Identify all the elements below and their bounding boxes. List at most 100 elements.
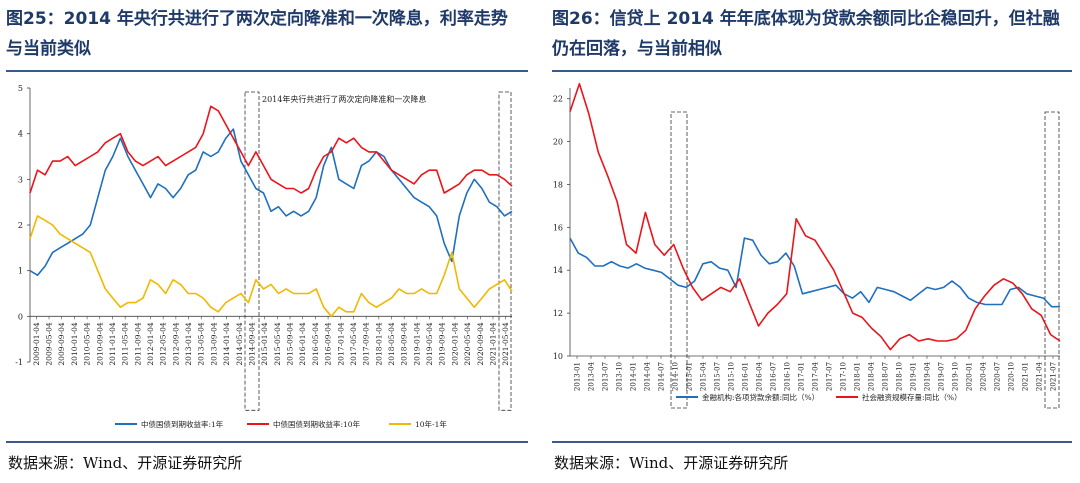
x-tick-label: 2016-10 bbox=[784, 362, 792, 391]
x-tick-label: 2021-05-04 bbox=[501, 322, 510, 365]
x-tick-label: 2010-09-04 bbox=[95, 322, 104, 365]
title-rule bbox=[6, 70, 528, 72]
x-tick-label: 2017-05-04 bbox=[349, 322, 358, 365]
x-tick-label: 2009-09-04 bbox=[57, 322, 66, 365]
highlight-box bbox=[498, 91, 512, 411]
x-tick-label: 2012-01-04 bbox=[146, 322, 155, 365]
x-tick-label: 2020-05-04 bbox=[463, 322, 472, 365]
x-tick-label: 2014-01-04 bbox=[222, 322, 231, 365]
y-tick-label: 18 bbox=[553, 180, 563, 189]
x-tick-label: 2013-01 bbox=[574, 362, 582, 391]
x-tick-label: 2019-01-04 bbox=[412, 322, 421, 365]
x-tick-label: 2017-01 bbox=[798, 362, 806, 391]
series-line bbox=[569, 82, 1061, 351]
x-tick-label: 2014-07 bbox=[658, 362, 666, 391]
y-tick-label: 2 bbox=[18, 221, 23, 230]
source-rule bbox=[6, 441, 528, 443]
x-tick-label: 2016-01-04 bbox=[298, 322, 307, 365]
x-tick-label: 2020-07 bbox=[994, 362, 1002, 391]
highlight-box bbox=[244, 91, 260, 411]
x-tick-label: 2019-01 bbox=[910, 362, 918, 391]
x-tick-label: 2015-01 bbox=[686, 362, 694, 391]
left-figure: 图25：2014 年央行共进行了两次定向降准和一次降息，利率走势与当前类似 -1… bbox=[6, 9, 528, 472]
x-tick-label: 2011-05-04 bbox=[121, 322, 130, 365]
y-tick-label: 12 bbox=[553, 309, 563, 318]
series-line bbox=[29, 105, 513, 194]
x-tick-label: 2019-04 bbox=[924, 361, 932, 391]
figure-title: 图25：2014 年央行共进行了两次定向降准和一次降息，利率走势与当前类似 bbox=[6, 9, 508, 59]
x-tick-label: 2018-01-04 bbox=[374, 322, 383, 365]
x-tick-label: 2010-01-04 bbox=[70, 322, 79, 365]
x-tick-label: 2016-07 bbox=[770, 362, 778, 391]
y-tick-label: 0 bbox=[18, 312, 23, 321]
x-tick-label: 2011-01-04 bbox=[108, 322, 117, 365]
series-line bbox=[29, 215, 513, 318]
x-tick-label: 2016-04 bbox=[756, 361, 764, 391]
x-tick-label: 2017-09-04 bbox=[362, 322, 371, 365]
x-tick-label: 2017-01-04 bbox=[336, 322, 345, 365]
x-tick-label: 2013-10 bbox=[616, 362, 624, 391]
legend-label: 中债国债到期收益率:1年 bbox=[141, 419, 224, 429]
x-tick-label: 2018-07 bbox=[882, 362, 890, 391]
x-tick-label: 2015-07 bbox=[714, 362, 722, 391]
highlight-box bbox=[670, 111, 688, 409]
x-tick-label: 2016-09-04 bbox=[324, 322, 333, 365]
x-tick-label: 2020-01-04 bbox=[450, 322, 459, 365]
x-tick-label: 2019-07 bbox=[938, 362, 946, 391]
x-tick-label: 2013-07 bbox=[602, 362, 610, 391]
x-tick-label: 2016-05-04 bbox=[311, 322, 320, 365]
title-rule bbox=[552, 70, 1072, 72]
x-tick-label: 2018-01 bbox=[854, 362, 862, 391]
x-tick-label: 2015-01-04 bbox=[260, 322, 269, 365]
highlight-box bbox=[1044, 111, 1060, 409]
y-tick-label: 16 bbox=[553, 223, 563, 232]
x-tick-label: 2010-05-04 bbox=[83, 322, 92, 365]
x-tick-label: 2013-05-04 bbox=[197, 322, 206, 365]
credit-growth-chart: 10 12 14 16 18 20 22 2013-01 2013-04 2013-07 2013-… bbox=[553, 82, 1061, 409]
x-tick-label: 2021-07 bbox=[1050, 362, 1058, 391]
figure-title: 图26：信贷上 2014 年年底体现为贷款余额同比企稳回升，但社融仍在回落，与当… bbox=[552, 9, 1060, 59]
x-tick-label: 2019-10 bbox=[952, 362, 960, 391]
bond-yield-chart: -1 0 1 2 3 4 5 2009-01-04 2009-05-04 2009-09-04 20… bbox=[15, 84, 513, 429]
x-tick-label: 2020-04 bbox=[980, 361, 988, 391]
x-tick-label: 2013-09-04 bbox=[209, 322, 218, 365]
x-tick-label: 2014-05-04 bbox=[235, 322, 244, 365]
x-tick-label: 2018-04 bbox=[868, 361, 876, 391]
source-rule bbox=[552, 441, 1072, 443]
x-tick-label: 2021-04 bbox=[1036, 361, 1044, 391]
x-tick-label: 2014-09-04 bbox=[247, 322, 256, 365]
x-tick-label: 2018-10 bbox=[896, 362, 904, 391]
x-tick-label: 2015-10 bbox=[728, 362, 736, 391]
x-tick-label: 2015-09-04 bbox=[286, 322, 295, 365]
x-tick-label: 2020-09-04 bbox=[476, 322, 485, 365]
x-tick-label: 2018-09-04 bbox=[400, 322, 409, 365]
y-tick-label: 10 bbox=[553, 352, 563, 361]
x-tick-label: 2013-04 bbox=[588, 361, 596, 391]
x-tick-label: 2015-05-04 bbox=[273, 322, 282, 365]
legend-label: 中债国债到期收益率:10年 bbox=[273, 419, 361, 429]
x-tick-label: 2021-01-04 bbox=[488, 322, 497, 365]
x-tick-label: 2011-09-04 bbox=[133, 322, 142, 365]
y-tick-label: -1 bbox=[15, 358, 23, 367]
series-line bbox=[29, 128, 513, 276]
x-tick-label: 2014-04 bbox=[644, 361, 652, 391]
legend-label: 金融机构:各项贷款余额:同比（%） bbox=[702, 392, 819, 402]
x-tick-label: 2009-05-04 bbox=[45, 322, 54, 365]
x-tick-label: 2018-05-04 bbox=[387, 322, 396, 365]
y-tick-label: 22 bbox=[553, 95, 563, 104]
x-tick-label: 2012-05-04 bbox=[159, 322, 168, 365]
annotation-text: 2014年央行共进行了两次定向降准和一次降息 bbox=[262, 94, 426, 104]
y-tick-label: 5 bbox=[18, 84, 23, 93]
y-tick-label: 4 bbox=[18, 130, 23, 139]
source-text: 数据来源：Wind、开源证券研究所 bbox=[8, 454, 243, 472]
legend-label: 社会融资规模存量:同比（%） bbox=[862, 392, 962, 402]
legend-label: 10年-1年 bbox=[415, 419, 447, 429]
y-tick-label: 20 bbox=[553, 138, 563, 147]
x-tick-label: 2020-10 bbox=[1008, 362, 1016, 391]
series-line bbox=[569, 237, 1060, 308]
x-tick-label: 2015-04 bbox=[700, 361, 708, 391]
x-tick-label: 2020-01 bbox=[966, 362, 974, 391]
y-tick-label: 1 bbox=[18, 267, 23, 276]
x-tick-label: 2021-01 bbox=[1022, 362, 1030, 391]
source-text: 数据来源：Wind、开源证券研究所 bbox=[554, 454, 789, 472]
